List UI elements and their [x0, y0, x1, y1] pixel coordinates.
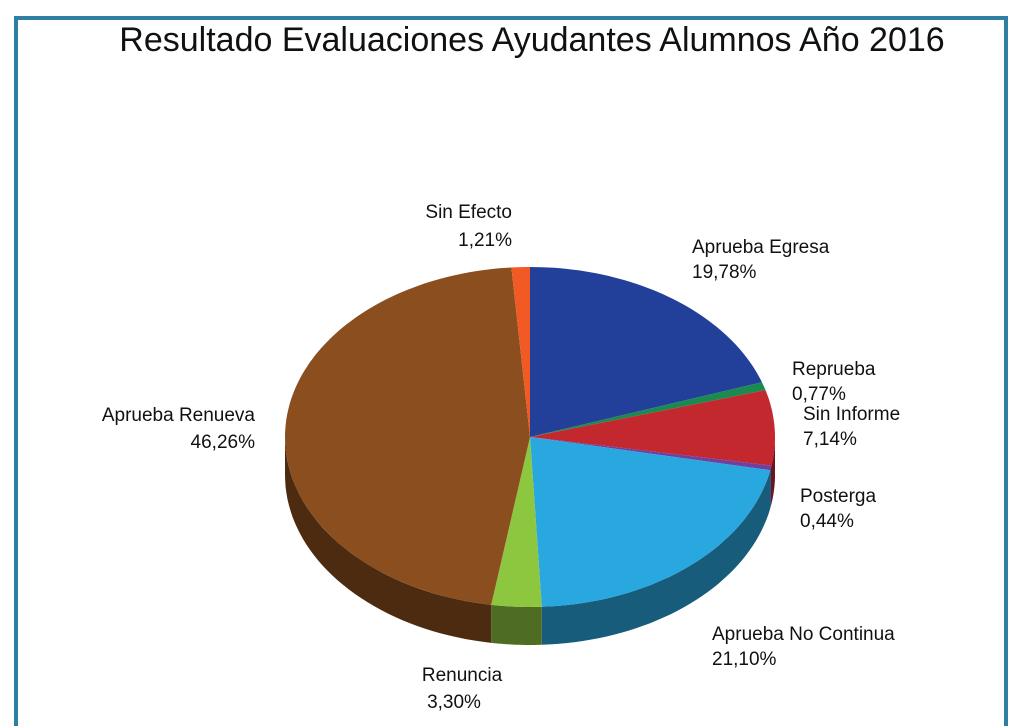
slice-label: Renuncia [422, 665, 503, 686]
slice [491, 437, 542, 607]
slice [285, 267, 530, 605]
slice-value-label: 1,21% [458, 230, 512, 251]
frame [14, 16, 1008, 726]
slice-value-label: 46,26% [191, 432, 256, 453]
slice [530, 382, 766, 437]
slice-side [541, 470, 771, 645]
slice-label: Sin Efecto [425, 202, 512, 223]
slice-label: Reprueba [792, 359, 876, 380]
slice-label: Sin Informe [803, 404, 900, 425]
slice [530, 437, 772, 471]
slice-side [285, 437, 492, 643]
slice [511, 267, 530, 437]
slice-value-label: 3,30% [427, 692, 481, 713]
slice [530, 267, 762, 437]
slice-label: Aprueba Egresa [692, 237, 830, 258]
slice-label: Aprueba No Continua [712, 624, 895, 645]
slice-value-label: 0,44% [800, 511, 854, 532]
slice [530, 437, 771, 607]
slice-label: Aprueba Renueva [102, 405, 256, 426]
slice-value-label: 7,14% [803, 429, 857, 450]
slice [530, 390, 775, 466]
slice-value-label: 21,10% [712, 649, 777, 670]
slice-side [491, 604, 542, 645]
slice-side [770, 465, 772, 509]
slice-label: Posterga [800, 486, 876, 507]
slice-value-label: 0,77% [792, 384, 846, 405]
slice-value-label: 19,78% [692, 262, 757, 283]
chart-title: Resultado Evaluaciones Ayudantes Alumnos… [119, 21, 944, 59]
slice-side [771, 437, 775, 504]
